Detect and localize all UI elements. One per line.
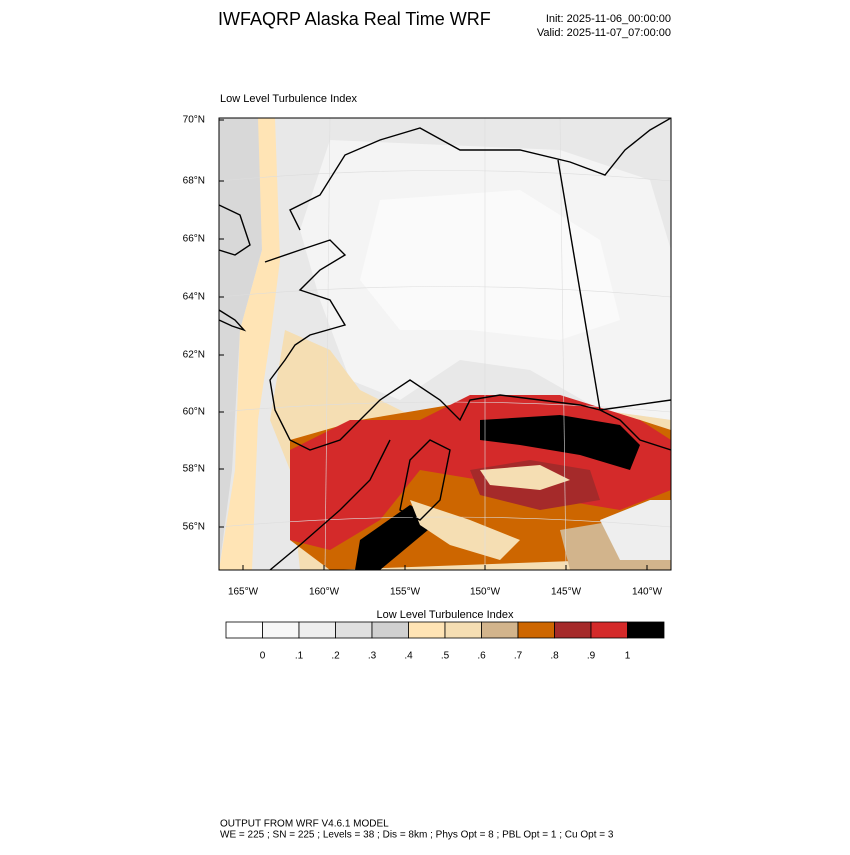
colorbar-box xyxy=(335,621,373,639)
colorbar-title: Low Level Turbulence Index xyxy=(377,609,514,621)
lon-label: 145°W xyxy=(551,587,582,598)
colorbar-box xyxy=(408,621,446,639)
lon-label: 150°W xyxy=(470,587,501,598)
colorbar-box xyxy=(517,621,555,639)
map-subtitle: Low Level Turbulence Index xyxy=(220,93,357,105)
valid-time: Valid: 2025-11-07_07:00:00 xyxy=(537,27,671,39)
colorbar-box xyxy=(554,621,592,639)
colorbar-label: .9 xyxy=(587,651,596,662)
footer-line: OUTPUT FROM WRF V4.6.1 MODEL xyxy=(220,819,389,830)
map-field xyxy=(219,118,671,570)
lat-label: 60°N xyxy=(183,407,205,418)
colorbar-box xyxy=(590,621,628,639)
colorbar-label: .4 xyxy=(404,651,413,662)
colorbar-label: .2 xyxy=(331,651,340,662)
lon-label: 165°W xyxy=(228,587,259,598)
colorbar-box xyxy=(481,621,519,639)
title: IWFAQRP Alaska Real Time WRF xyxy=(218,9,491,29)
lat-label: 58°N xyxy=(183,464,205,475)
colorbar-label: .7 xyxy=(514,651,523,662)
lat-label: 66°N xyxy=(183,234,205,245)
colorbar-box xyxy=(371,621,409,639)
colorbar-label: .6 xyxy=(477,651,486,662)
lat-label: 70°N xyxy=(183,115,205,126)
lat-label: 56°N xyxy=(183,522,205,533)
lat-label: 62°N xyxy=(183,350,205,361)
footer-line: WE = 225 ; SN = 225 ; Levels = 38 ; Dis … xyxy=(220,830,614,841)
colorbar-label: .1 xyxy=(295,651,304,662)
colorbar-box xyxy=(298,621,336,639)
colorbar-label: 1 xyxy=(625,651,631,662)
lon-label: 155°W xyxy=(390,587,421,598)
lat-label: 64°N xyxy=(183,292,205,303)
colorbar-box xyxy=(444,621,482,639)
lon-label: 140°W xyxy=(632,587,663,598)
colorbar-label: 0 xyxy=(260,651,266,662)
colorbar-label: .5 xyxy=(441,651,450,662)
colorbar-box xyxy=(262,621,300,639)
colorbar-label: .8 xyxy=(550,651,559,662)
lon-label: 160°W xyxy=(309,587,340,598)
colorbar-label: .3 xyxy=(368,651,377,662)
lat-label: 68°N xyxy=(183,176,205,187)
colorbar-box xyxy=(225,621,263,639)
colorbar-box xyxy=(627,621,665,639)
map-frame xyxy=(218,117,672,571)
init-time: Init: 2025-11-06_00:00:00 xyxy=(546,13,671,25)
